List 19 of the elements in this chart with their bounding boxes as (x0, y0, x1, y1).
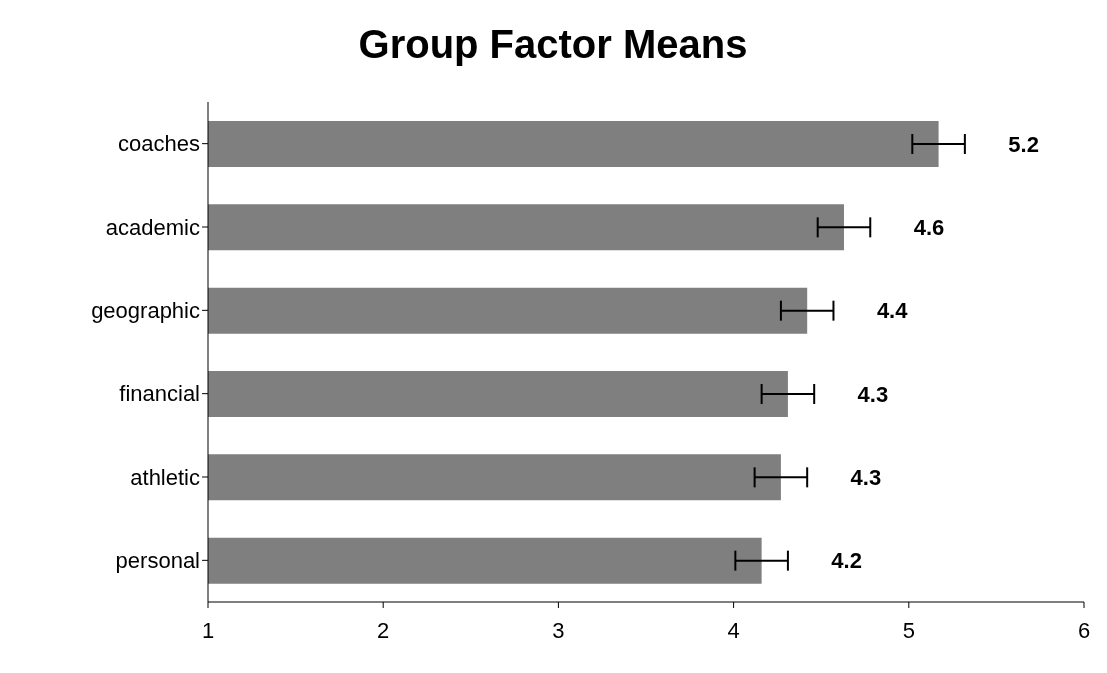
y-tick-label: coaches (118, 131, 200, 157)
x-tick-label: 6 (1077, 617, 1091, 643)
data-label: 4.3 (857, 381, 889, 407)
x-tick-label: 1 (201, 617, 215, 643)
x-tick-label: 3 (552, 617, 565, 643)
y-tick-label: financial (119, 381, 200, 407)
data-label: 4.4 (876, 298, 909, 324)
x-tick-label: 5 (902, 617, 915, 643)
x-tick-label: 2 (377, 617, 390, 643)
y-tick-label: academic (105, 214, 200, 240)
data-label: 5.2 (1008, 131, 1039, 157)
y-tick-label: athletic (130, 464, 200, 490)
data-label: 4.2 (831, 548, 862, 574)
chart-title: Group Factor Means (357, 21, 749, 68)
data-label: 4.3 (850, 464, 882, 490)
x-tick-label: 4 (727, 617, 740, 643)
y-tick-label: personal (115, 548, 200, 574)
y-tick-label: geographic (91, 298, 200, 324)
data-label: 4.6 (913, 214, 945, 240)
